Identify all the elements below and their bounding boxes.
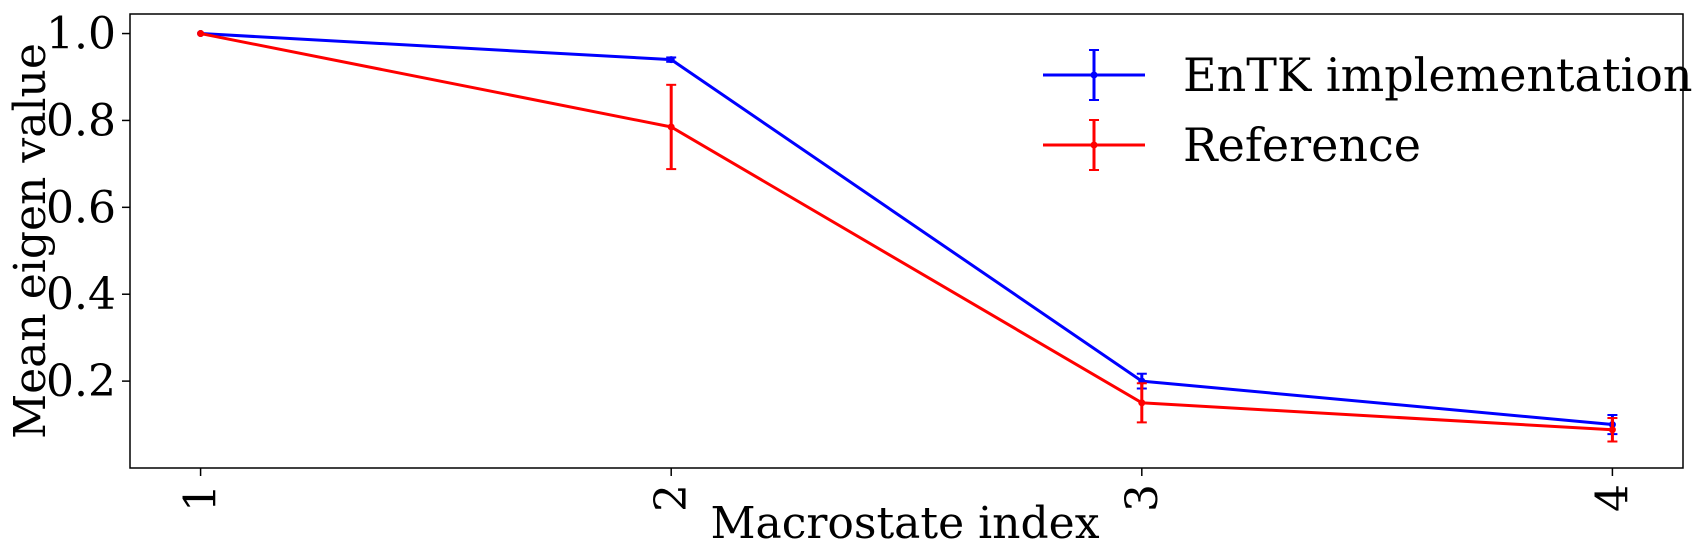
- x-axis: 1 2 3 4: [176, 468, 1638, 512]
- series-layer: [197, 30, 1618, 443]
- y-tick-label: 0.2: [46, 356, 116, 407]
- legend-item: EnTK implementation: [1043, 48, 1692, 102]
- legend: EnTK implementation Reference: [1043, 48, 1692, 172]
- y-tick-label: 0.6: [46, 182, 116, 233]
- y-tick-label: 1.0: [46, 9, 116, 60]
- legend-marker: [1090, 141, 1098, 149]
- data-point: [197, 30, 205, 38]
- legend-item: Reference: [1043, 118, 1421, 172]
- x-tick-label: 1: [176, 484, 227, 512]
- series-1: [197, 30, 1618, 443]
- data-point: [667, 123, 675, 131]
- data-point: [667, 56, 675, 64]
- y-tick-label: 0.8: [46, 95, 116, 146]
- legend-marker: [1090, 71, 1098, 79]
- x-axis-label: Macrostate index: [710, 498, 1099, 549]
- series-line: [200, 32, 1613, 432]
- x-tick-label: 4: [1587, 484, 1638, 512]
- data-point: [1608, 426, 1616, 434]
- x-tick-label: 2: [646, 484, 697, 512]
- y-axis: 0.2 0.4 0.6 0.8 1.0: [46, 9, 130, 407]
- x-tick-label: 3: [1117, 484, 1168, 512]
- plot-area-frame: [129, 13, 1684, 469]
- data-point: [1138, 399, 1146, 407]
- legend-label: EnTK implementation: [1183, 48, 1692, 102]
- y-axis-label: Mean eigen value: [5, 43, 56, 439]
- y-tick-label: 0.4: [46, 269, 116, 320]
- series-line: [200, 32, 1613, 427]
- legend-label: Reference: [1183, 118, 1421, 172]
